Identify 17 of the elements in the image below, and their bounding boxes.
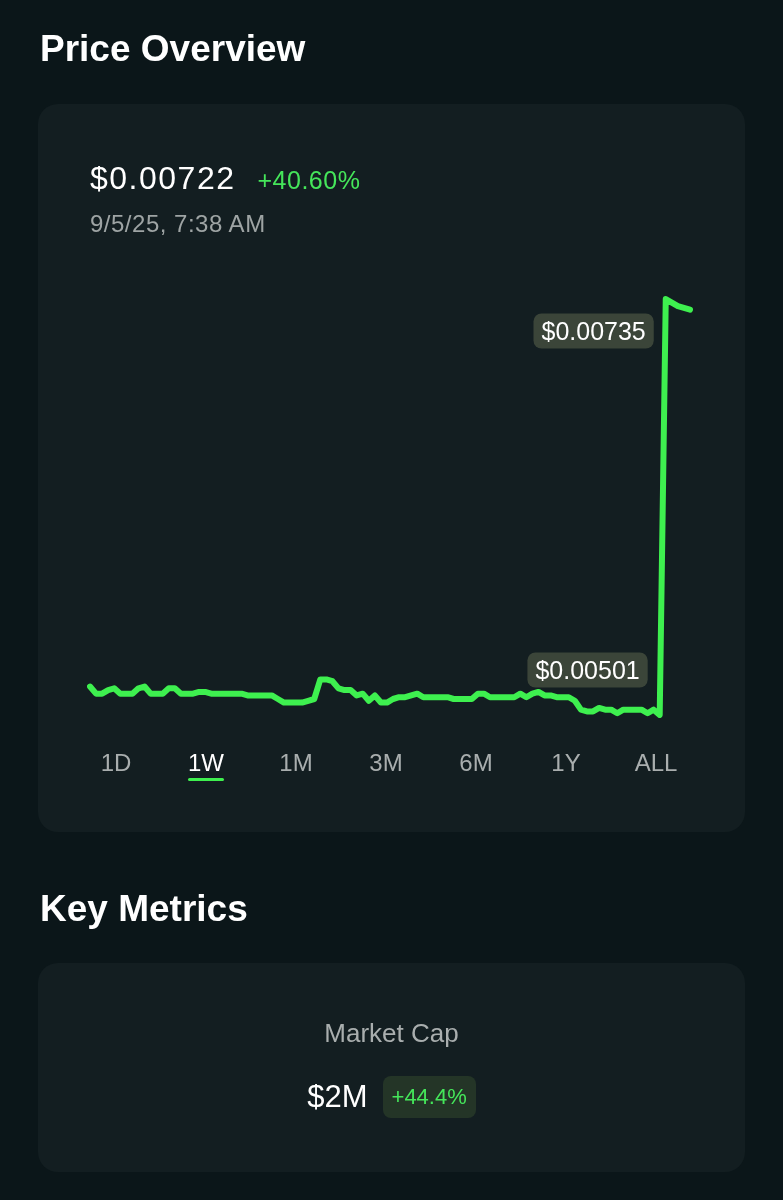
text: 1Y (550, 749, 582, 777)
data-label: $0.00735 (541, 317, 646, 345)
text: 1W (187, 749, 225, 777)
text: 3M (368, 749, 404, 777)
text: 1M (278, 749, 314, 777)
data-label: $0.00501 (535, 656, 640, 684)
text: $0.00722 (90, 160, 236, 197)
text: Key Metrics (40, 888, 248, 930)
text: +40.60% (257, 166, 361, 195)
text: 9/5/25, 7:38 AM (90, 210, 266, 238)
chart-title: Price Overview (40, 28, 306, 70)
text: ALL (633, 749, 679, 777)
text: +44.4% (382, 1076, 476, 1118)
text: Market Cap (323, 1018, 460, 1049)
text: $2M (307, 1079, 368, 1115)
text: 1D (99, 749, 133, 777)
text: 6M (458, 749, 494, 777)
